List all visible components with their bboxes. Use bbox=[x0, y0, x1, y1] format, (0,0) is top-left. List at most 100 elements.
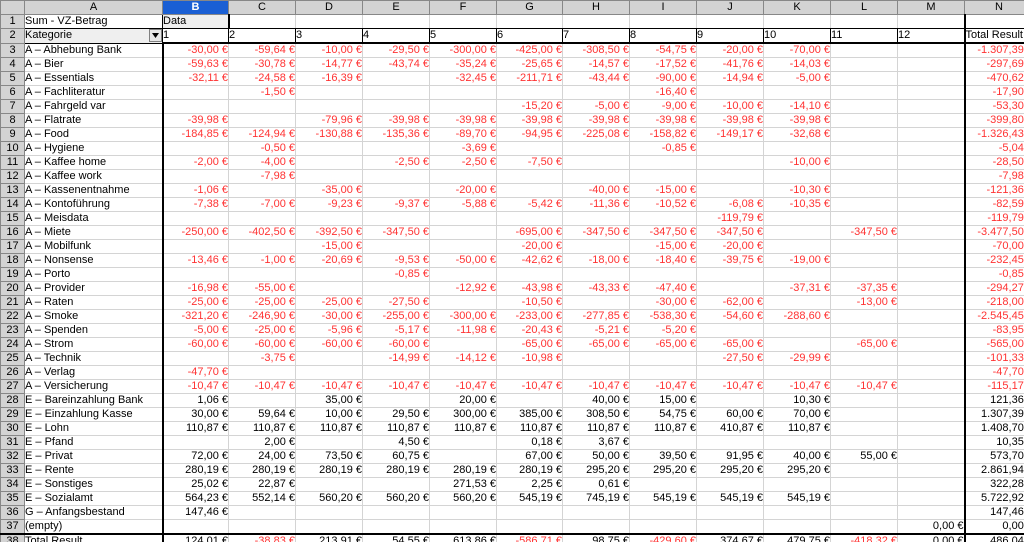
cell-F5[interactable]: -32,45 € bbox=[429, 71, 497, 86]
cell-I10[interactable]: -0,85 € bbox=[629, 141, 697, 156]
cell-C9[interactable]: -124,94 € bbox=[228, 127, 296, 142]
cell-N28-total[interactable]: 121,36 € bbox=[963, 393, 1024, 408]
cell-G8[interactable]: -39,98 € bbox=[496, 113, 563, 128]
row-label-cell[interactable]: E – Rente bbox=[24, 463, 163, 478]
cell-L36[interactable] bbox=[830, 505, 898, 520]
column-header-M[interactable]: M bbox=[897, 0, 965, 15]
cell-F11[interactable]: -2,50 € bbox=[429, 155, 497, 170]
cell-M11[interactable] bbox=[897, 155, 965, 170]
cell-A2-category-filter[interactable]: Kategorie bbox=[24, 28, 163, 44]
cell-K30[interactable]: 110,87 € bbox=[763, 421, 831, 436]
cell-N19-total[interactable]: -0,85 € bbox=[963, 267, 1024, 282]
table-row[interactable]: 32 E – Privat 72,00 €24,00 €73,50 €60,75 €… bbox=[0, 449, 1024, 464]
row-header-21[interactable]: 21 bbox=[0, 295, 25, 310]
cell-C27[interactable]: -10,47 € bbox=[228, 379, 296, 394]
cell-L20[interactable]: -37,35 € bbox=[830, 281, 898, 296]
cell-L33[interactable] bbox=[830, 463, 898, 478]
cell-F37[interactable] bbox=[429, 519, 497, 535]
cell-K6[interactable] bbox=[763, 85, 831, 100]
cell-K32[interactable]: 40,00 € bbox=[763, 449, 831, 464]
cell-F24[interactable] bbox=[429, 337, 497, 352]
total-cell-L[interactable]: -418,32 € bbox=[830, 533, 898, 542]
cell-K21[interactable] bbox=[763, 295, 831, 310]
cell-N26-total[interactable]: -47,70 € bbox=[963, 365, 1024, 380]
cell-J8[interactable]: -39,98 € bbox=[696, 113, 764, 128]
cell-G18[interactable]: -42,62 € bbox=[496, 253, 563, 268]
row-label-cell[interactable]: E – Bareinzahlung Bank bbox=[24, 393, 163, 408]
cell-G10[interactable] bbox=[496, 141, 563, 156]
cell-D34[interactable] bbox=[295, 477, 363, 492]
row-header-26[interactable]: 26 bbox=[0, 365, 25, 380]
cell-M26[interactable] bbox=[897, 365, 965, 380]
total-cell-B[interactable]: 124,01 € bbox=[161, 533, 229, 542]
cell-F25[interactable]: -14,12 € bbox=[429, 351, 497, 366]
cell-H6[interactable] bbox=[562, 85, 630, 100]
cell-L17[interactable] bbox=[830, 239, 898, 254]
row-label-cell[interactable]: E – Sonstiges bbox=[24, 477, 163, 492]
row-label-cell[interactable]: G – Anfangsbestand bbox=[24, 505, 163, 520]
cell-K8[interactable]: -39,98 € bbox=[763, 113, 831, 128]
cell-D8[interactable]: -79,96 € bbox=[295, 113, 363, 128]
cell-H13[interactable]: -40,00 € bbox=[562, 183, 630, 198]
table-row[interactable]: 10 A – Hygiene -0,50 € -3,69 € -0,85 € -5,04 … bbox=[0, 141, 1024, 156]
cell-C13[interactable] bbox=[228, 183, 296, 198]
cell-E30[interactable]: 110,87 € bbox=[362, 421, 430, 436]
row-header-38[interactable]: 38 bbox=[0, 533, 25, 542]
cell-I17[interactable]: -15,00 € bbox=[629, 239, 697, 254]
cell-L22[interactable] bbox=[830, 309, 898, 324]
cell-C12[interactable]: -7,98 € bbox=[228, 169, 296, 184]
cell-I19[interactable] bbox=[629, 267, 697, 282]
cell-G2-period-6[interactable]: 6 bbox=[496, 28, 563, 44]
table-row[interactable]: 27 A – Versicherung -10,47 € -10,47 € -10,47… bbox=[0, 379, 1024, 394]
cell-B23[interactable]: -5,00 € bbox=[161, 323, 229, 338]
row-header-2[interactable]: 2 bbox=[0, 28, 25, 44]
cell-I1[interactable] bbox=[629, 14, 697, 29]
cell-M29[interactable] bbox=[897, 407, 965, 422]
cell-I18[interactable]: -18,40 € bbox=[629, 253, 697, 268]
cell-N31-total[interactable]: 10,35 € bbox=[963, 435, 1024, 450]
cell-G19[interactable] bbox=[496, 267, 563, 282]
cell-F3[interactable]: -300,00 € bbox=[429, 43, 497, 58]
cell-H28[interactable]: 40,00 € bbox=[562, 393, 630, 408]
cell-L23[interactable] bbox=[830, 323, 898, 338]
cell-E22[interactable]: -255,00 € bbox=[362, 309, 430, 324]
cell-M33[interactable] bbox=[897, 463, 965, 478]
cell-N35-total[interactable]: 5.722,92 € bbox=[963, 491, 1024, 506]
cell-C21[interactable]: -25,00 € bbox=[228, 295, 296, 310]
cell-K24[interactable] bbox=[763, 337, 831, 352]
cell-E2-period-4[interactable]: 4 bbox=[362, 28, 430, 44]
cell-E1[interactable] bbox=[362, 14, 430, 29]
row-header-5[interactable]: 5 bbox=[0, 71, 25, 86]
table-row[interactable]: 16 A – Miete -250,00 € -402,50 € -392,50 € -3… bbox=[0, 225, 1024, 240]
row-header-16[interactable]: 16 bbox=[0, 225, 25, 240]
cell-F18[interactable]: -50,00 € bbox=[429, 253, 497, 268]
row-label-cell[interactable]: A – Food bbox=[24, 127, 163, 142]
cell-N15-total[interactable]: -119,79 € bbox=[963, 211, 1024, 226]
cell-J17[interactable]: -20,00 € bbox=[696, 239, 764, 254]
cell-L24[interactable]: -65,00 € bbox=[830, 337, 898, 352]
cell-F33[interactable]: 280,19 € bbox=[429, 463, 497, 478]
cell-E33[interactable]: 280,19 € bbox=[362, 463, 430, 478]
cell-E16[interactable]: -347,50 € bbox=[362, 225, 430, 240]
cell-L35[interactable] bbox=[830, 491, 898, 506]
grand-total-cell[interactable]: 486,04 € bbox=[963, 533, 1024, 542]
cell-E7[interactable] bbox=[362, 99, 430, 114]
cell-M4[interactable] bbox=[897, 57, 965, 72]
cell-I30[interactable]: 110,87 € bbox=[629, 421, 697, 436]
cell-J16[interactable]: -347,50 € bbox=[696, 225, 764, 240]
cell-M37[interactable]: 0,00 € bbox=[897, 519, 965, 535]
cell-G17[interactable]: -20,00 € bbox=[496, 239, 563, 254]
cell-B25[interactable] bbox=[161, 351, 229, 366]
row-label-cell[interactable]: A – Mobilfunk bbox=[24, 239, 163, 254]
table-row[interactable]: 23 A – Spenden -5,00 € -25,00 € -5,96 € -5,17… bbox=[0, 323, 1024, 338]
cell-C1[interactable] bbox=[228, 14, 296, 29]
cell-D19[interactable] bbox=[295, 267, 363, 282]
row-label-cell[interactable]: A – Meisdata bbox=[24, 211, 163, 226]
cell-C33[interactable]: 280,19 € bbox=[228, 463, 296, 478]
cell-N7-total[interactable]: -53,30 € bbox=[963, 99, 1024, 114]
cell-L31[interactable] bbox=[830, 435, 898, 450]
cell-E26[interactable] bbox=[362, 365, 430, 380]
cell-I2-period-8[interactable]: 8 bbox=[629, 28, 697, 44]
cell-H11[interactable] bbox=[562, 155, 630, 170]
cell-L37[interactable] bbox=[830, 519, 898, 535]
